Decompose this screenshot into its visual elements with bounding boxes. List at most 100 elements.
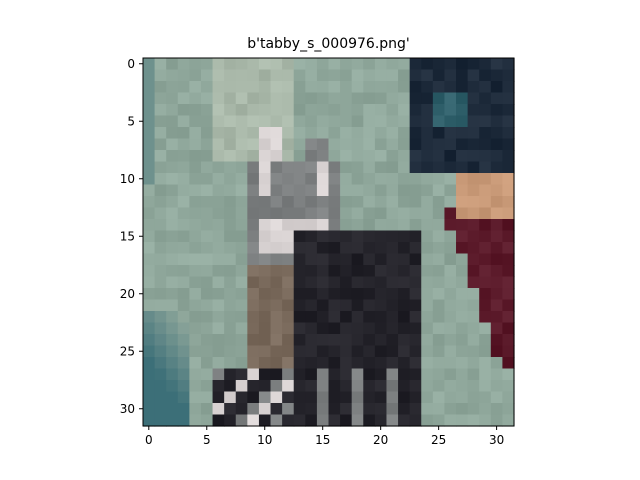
pixel-cell [305, 173, 318, 186]
pixel-cell [351, 391, 364, 404]
pixel-cell [270, 403, 283, 416]
pixel-cell [270, 173, 283, 186]
pixel-cell [374, 242, 388, 255]
pixel-cell [224, 69, 237, 82]
pixel-cell [421, 368, 434, 381]
pixel-cell [421, 69, 434, 82]
pixel-cell [177, 196, 190, 209]
pixel-cell [189, 69, 202, 82]
pixel-cell [456, 230, 469, 243]
pixel-cell [258, 414, 272, 427]
pixel-cell [398, 403, 411, 416]
pixel-cell [432, 253, 446, 266]
pixel-cell [479, 127, 492, 140]
pixel-cell [328, 196, 341, 209]
pixel-cell [282, 58, 295, 71]
pixel-cell [224, 150, 237, 163]
pixel-cell [258, 311, 272, 324]
pixel-cell [351, 115, 364, 128]
pixel-cell [189, 414, 202, 427]
pixel-cell [258, 69, 272, 82]
pixel-cell [340, 357, 353, 370]
pixel-cell [247, 104, 260, 117]
pixel-cell [154, 299, 167, 312]
pixel-cell [467, 115, 480, 128]
pixel-cell [340, 345, 353, 358]
pixel-cell [305, 115, 318, 128]
pixel-cell [154, 380, 167, 393]
pixel-cell [258, 242, 272, 255]
pixel-cell [282, 150, 295, 163]
y-tick-label: 25 [120, 344, 135, 358]
pixel-cell [490, 322, 503, 335]
pixel-cell [502, 265, 515, 278]
pixel-cell [467, 196, 480, 209]
pixel-cell [328, 403, 341, 416]
pixel-cell [444, 253, 457, 266]
pixel-cell [258, 92, 272, 105]
pixel-cell [154, 242, 167, 255]
pixel-cell [444, 276, 457, 289]
pixel-cell [154, 414, 167, 427]
pixel-cell [166, 345, 179, 358]
pixel-cell [258, 173, 272, 186]
pixel-cell [409, 288, 422, 301]
pixel-cell [490, 230, 503, 243]
pixel-cell [444, 196, 457, 209]
pixel-cell [189, 115, 202, 128]
pixel-cell [363, 81, 376, 94]
pixel-cell [467, 403, 480, 416]
pixel-cell [258, 265, 272, 278]
pixel-cell [305, 345, 318, 358]
pixel-cell [467, 58, 480, 71]
pixel-cell [258, 58, 272, 71]
pixel-cell [456, 196, 469, 209]
pixel-cell [189, 265, 202, 278]
pixel-cell [247, 242, 260, 255]
pixel-cell [143, 127, 156, 140]
pixel-cell [444, 334, 457, 347]
pixel-cell [316, 173, 330, 186]
pixel-cell [189, 357, 202, 370]
pixel-cell [490, 150, 503, 163]
pixel-cell [316, 414, 330, 427]
pixel-cell [432, 391, 446, 404]
pixel-cell [421, 81, 434, 94]
pixel-cell [340, 184, 353, 197]
pixel-cell [212, 230, 225, 243]
pixel-cell [166, 69, 179, 82]
pixel-cell [247, 391, 260, 404]
pixel-cell [467, 288, 480, 301]
pixel-cell [247, 161, 260, 174]
pixel-cell [398, 115, 411, 128]
pixel-cell [351, 104, 364, 117]
pixel-cell [282, 253, 295, 266]
pixel-cell [398, 219, 411, 232]
pixel-cell [386, 127, 399, 140]
pixel-cell [293, 391, 306, 404]
pixel-cell [386, 265, 399, 278]
pixel-cell [409, 69, 422, 82]
pixel-cell [235, 184, 248, 197]
pixel-cell [293, 242, 306, 255]
pixel-cell [467, 276, 480, 289]
pixel-cell [409, 196, 422, 209]
pixel-cell [398, 253, 411, 266]
pixel-cell [200, 92, 214, 105]
pixel-cell [189, 150, 202, 163]
pixel-cell [363, 403, 376, 416]
pixel-cell [166, 219, 179, 232]
pixel-cell [340, 391, 353, 404]
pixel-cell [235, 403, 248, 416]
pixel-cell [444, 161, 457, 174]
pixel-cell [340, 403, 353, 416]
pixel-cell [467, 299, 480, 312]
pixel-cell [166, 173, 179, 186]
pixel-cell [502, 403, 515, 416]
pixel-cell [235, 311, 248, 324]
pixel-cell [386, 161, 399, 174]
pixel-cell [212, 345, 225, 358]
pixel-cell [502, 322, 515, 335]
pixel-cell [409, 115, 422, 128]
pixel-cell [247, 288, 260, 301]
